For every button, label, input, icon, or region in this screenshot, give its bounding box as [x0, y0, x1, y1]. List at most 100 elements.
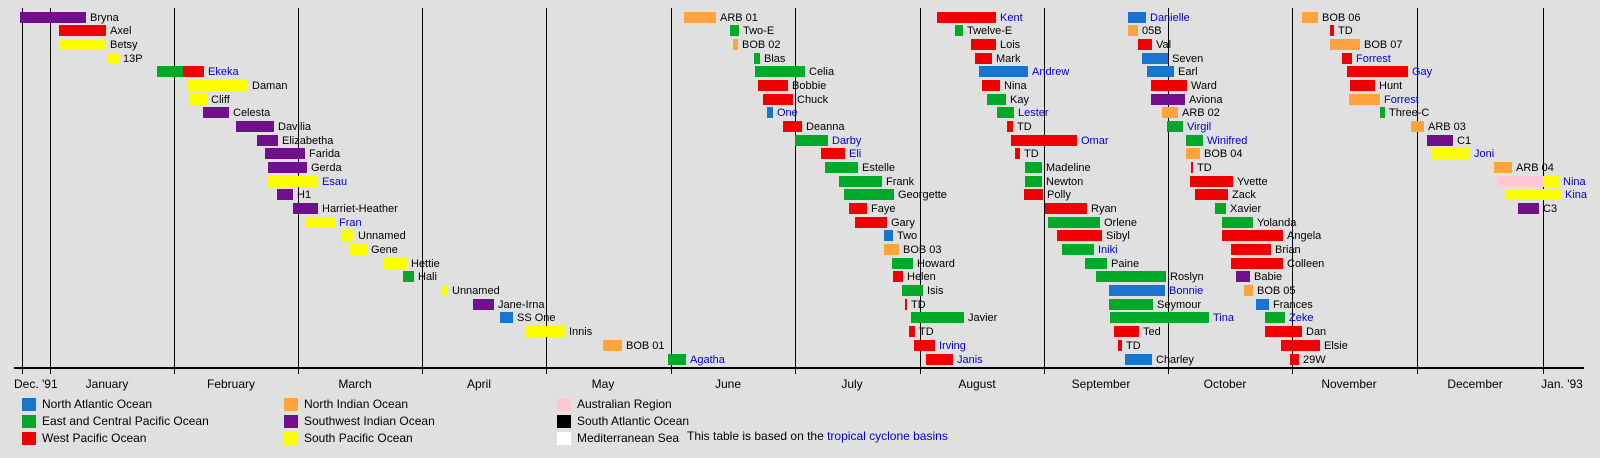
storm-link-label[interactable]: Ekeka	[208, 66, 239, 79]
storm-label: Unnamed	[358, 230, 406, 243]
storm-bar	[1007, 120, 1013, 132]
storm-link-label[interactable]: Lester	[1018, 107, 1049, 120]
storm-bar	[1231, 244, 1271, 256]
storm-link-label[interactable]: Irving	[939, 339, 966, 352]
storm-bar	[1191, 161, 1193, 173]
storm-link-label[interactable]: Iniki	[1098, 244, 1118, 257]
storm-label: BOB 06	[1322, 11, 1361, 24]
storm-link-label[interactable]: Kent	[1000, 11, 1023, 24]
storm-bar	[763, 93, 793, 105]
storm-bar	[188, 79, 248, 91]
storm-label: Lois	[1000, 38, 1021, 51]
storm-bar	[1109, 298, 1153, 310]
tropical-cyclone-basins-link[interactable]: tropical cyclone basins	[827, 429, 948, 443]
storm-label: ARB 02	[1182, 107, 1220, 120]
storm-link-label[interactable]: One	[777, 107, 798, 120]
gridline-month	[1543, 8, 1544, 368]
storm-bar	[1330, 25, 1334, 37]
storm-link-label[interactable]: Agatha	[690, 353, 725, 366]
storm-label: Gary	[891, 216, 915, 229]
storm-bar	[265, 148, 305, 160]
storm-label: Celesta	[233, 107, 271, 120]
gridline-month	[298, 8, 299, 368]
storm-link-label[interactable]: Fran	[339, 216, 362, 229]
storm-link-label[interactable]: Andrew	[1032, 66, 1070, 79]
storm-label: Elsie	[1324, 339, 1348, 352]
storm-label: ARB 04	[1516, 161, 1554, 174]
storm-label: C1	[1457, 134, 1472, 147]
storm-bar	[733, 38, 738, 50]
storm-link-label[interactable]: Nina	[1563, 175, 1586, 188]
axis-tick	[174, 368, 175, 374]
storm-label: Javier	[968, 312, 998, 325]
storm-link-label[interactable]: Kina	[1565, 189, 1588, 202]
storm-bar	[1128, 25, 1138, 37]
legend-swatch-spac	[284, 432, 298, 445]
storm-bar	[1494, 161, 1512, 173]
storm-link-label[interactable]: Omar	[1081, 134, 1109, 147]
storm-label: Madeline	[1046, 161, 1091, 174]
storm-link-label[interactable]: Danielle	[1150, 11, 1190, 24]
storm-bar	[526, 326, 565, 338]
storm-bar	[473, 298, 494, 310]
storm-label: 13P	[123, 52, 143, 65]
legend-label-natl: North Atlantic Ocean	[42, 397, 153, 411]
storm-link-label[interactable]: Virgil	[1187, 120, 1212, 133]
storm-label: Bryna	[90, 11, 119, 24]
month-label: April	[466, 377, 492, 391]
storm-label: Georgette	[898, 189, 947, 202]
storm-label: Colleen	[1287, 257, 1325, 270]
storm-bar	[1151, 79, 1187, 91]
gridline-month	[920, 8, 921, 368]
storm-link-label[interactable]: Eli	[849, 148, 862, 161]
storm-bar	[1543, 175, 1559, 187]
storm-bar	[1195, 189, 1228, 201]
legend-swatch-aus	[557, 398, 571, 411]
storm-label: TD	[919, 326, 934, 339]
storm-link-label[interactable]: Forrest	[1384, 93, 1419, 106]
storm-label: Twelve-E	[967, 25, 1013, 38]
storm-bar	[1236, 271, 1250, 283]
storm-label: Mark	[996, 52, 1021, 65]
storm-bar	[1096, 271, 1166, 283]
storm-link-label[interactable]: Forrest	[1356, 52, 1391, 65]
storm-bar	[1330, 38, 1360, 50]
axis-tick	[422, 368, 423, 374]
storm-bar	[892, 257, 913, 269]
storm-bar	[157, 66, 183, 78]
storm-link-label[interactable]: Winifred	[1207, 134, 1248, 147]
storm-bar	[849, 203, 867, 215]
storm-label: Frances	[1273, 298, 1313, 311]
legend-label-swio: Southwest Indian Ocean	[304, 414, 435, 428]
axis-tick	[920, 368, 921, 374]
storm-bar	[1342, 52, 1352, 64]
storm-bar	[1347, 66, 1408, 78]
storm-label: Seven	[1172, 52, 1204, 65]
legend-label-nio: North Indian Ocean	[304, 397, 409, 411]
storm-link-label[interactable]: Joni	[1474, 148, 1495, 161]
storm-bar	[893, 271, 903, 283]
storm-bar	[1186, 148, 1200, 160]
storm-label: Farida	[309, 148, 341, 161]
storm-bar	[1506, 189, 1561, 201]
storm-link-label[interactable]: Zeke	[1289, 312, 1314, 325]
storm-bar	[268, 161, 307, 173]
storm-link-label[interactable]: Bonnie	[1169, 285, 1204, 298]
storm-label: Innis	[569, 326, 593, 339]
storm-link-label[interactable]: Darby	[832, 134, 862, 147]
month-label: September	[1071, 377, 1131, 391]
storm-link-label[interactable]: Janis	[957, 353, 983, 366]
storm-bar	[668, 353, 686, 365]
storm-link-label[interactable]: Tina	[1213, 312, 1234, 325]
storm-bar	[442, 285, 448, 297]
storm-bar	[383, 257, 407, 269]
axis-tick	[1417, 368, 1418, 374]
axis-tick	[1168, 368, 1169, 374]
storm-bar	[767, 107, 773, 119]
storm-bar	[1256, 298, 1269, 310]
storm-link-label[interactable]: Gay	[1412, 66, 1433, 79]
legend-label-satl: South Atlantic Ocean	[577, 414, 690, 428]
storm-link-label[interactable]: Esau	[322, 175, 348, 188]
gridline-month	[1292, 8, 1293, 368]
